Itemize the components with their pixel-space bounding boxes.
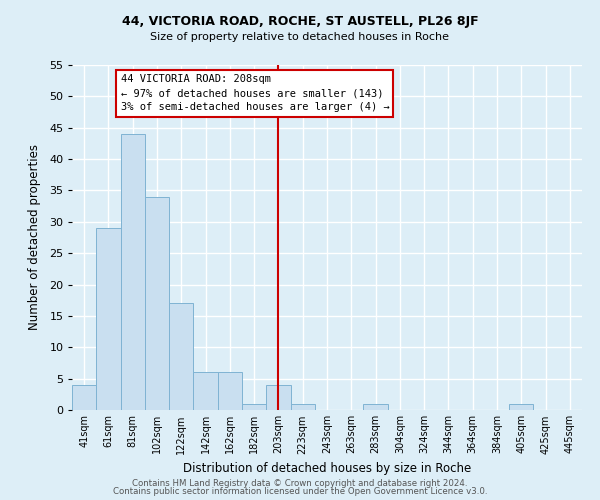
Bar <box>509 404 533 410</box>
Bar <box>121 134 145 410</box>
Bar <box>364 404 388 410</box>
Bar <box>266 385 290 410</box>
Text: 44, VICTORIA ROAD, ROCHE, ST AUSTELL, PL26 8JF: 44, VICTORIA ROAD, ROCHE, ST AUSTELL, PL… <box>122 15 478 28</box>
Text: 44 VICTORIA ROAD: 208sqm
← 97% of detached houses are smaller (143)
3% of semi-d: 44 VICTORIA ROAD: 208sqm ← 97% of detach… <box>121 74 389 112</box>
Bar <box>193 372 218 410</box>
Text: Size of property relative to detached houses in Roche: Size of property relative to detached ho… <box>151 32 449 42</box>
Y-axis label: Number of detached properties: Number of detached properties <box>28 144 41 330</box>
Bar <box>145 196 169 410</box>
Bar <box>242 404 266 410</box>
Bar <box>72 385 96 410</box>
X-axis label: Distribution of detached houses by size in Roche: Distribution of detached houses by size … <box>183 462 471 475</box>
Text: Contains public sector information licensed under the Open Government Licence v3: Contains public sector information licen… <box>113 487 487 496</box>
Bar <box>169 304 193 410</box>
Bar <box>290 404 315 410</box>
Text: Contains HM Land Registry data © Crown copyright and database right 2024.: Contains HM Land Registry data © Crown c… <box>132 478 468 488</box>
Bar <box>218 372 242 410</box>
Bar <box>96 228 121 410</box>
